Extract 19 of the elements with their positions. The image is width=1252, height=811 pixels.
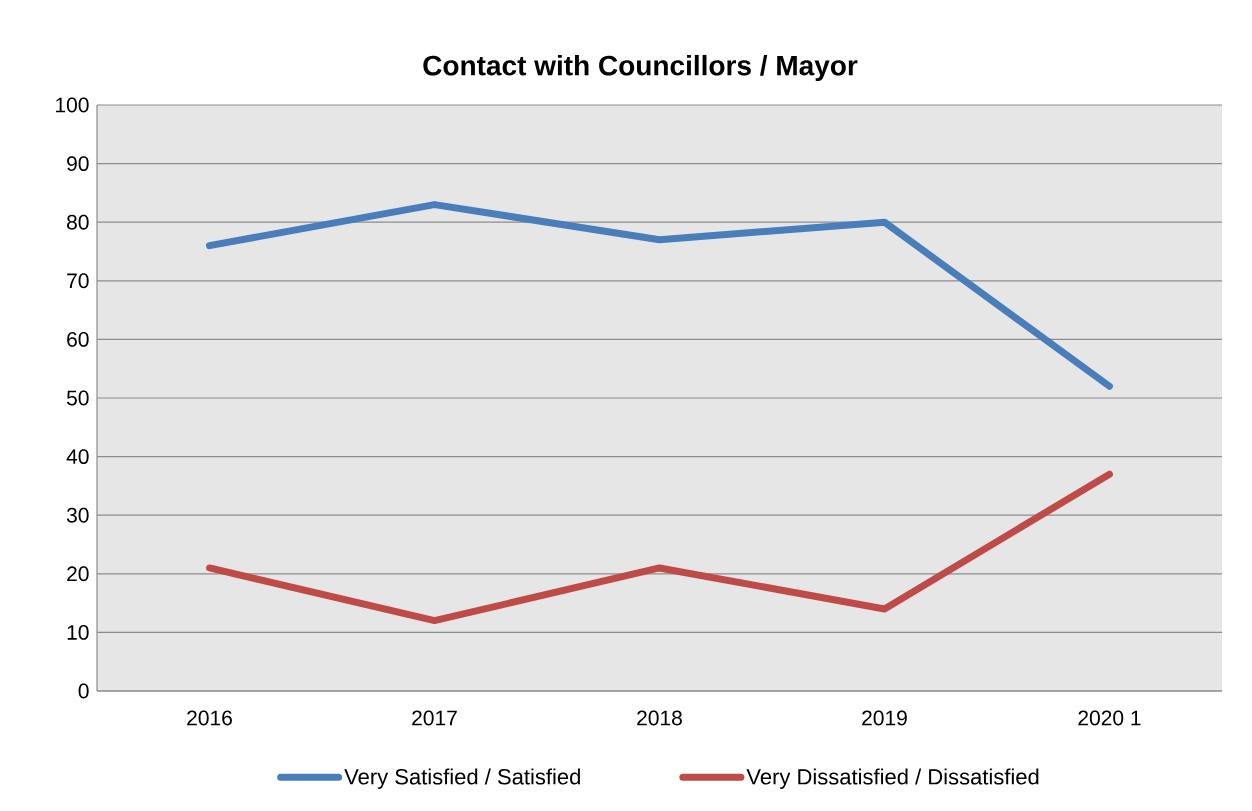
y-tick-label: 30 <box>66 507 89 523</box>
y-tick-label: 90 <box>67 156 89 172</box>
chart-title: Contact with Councillors / Mayor <box>423 54 858 82</box>
y-tick-label: 50 <box>66 390 89 406</box>
y-tick-label: 10 <box>67 624 89 640</box>
legend-label: Very Dissatisfied / Dissatisfied <box>746 768 1039 789</box>
y-tick-label: 100 <box>56 97 89 113</box>
y-tick-label: 70 <box>67 273 89 289</box>
y-tick-label: 0 <box>78 683 89 699</box>
y-tick-label: 20 <box>67 566 89 582</box>
y-tick-label: 60 <box>67 331 89 347</box>
x-tick-label: 2018 <box>637 710 682 726</box>
legend-label: Very Satisfied / Satisfied <box>344 768 580 789</box>
x-tick-label: 2019 <box>862 710 907 726</box>
x-tick-label: 2020 1 <box>1078 710 1141 726</box>
y-tick-label: 40 <box>66 449 89 465</box>
y-tick-label: 80 <box>67 214 89 230</box>
x-tick-label: 2016 <box>187 710 232 726</box>
x-tick-label: 2017 <box>412 710 457 726</box>
